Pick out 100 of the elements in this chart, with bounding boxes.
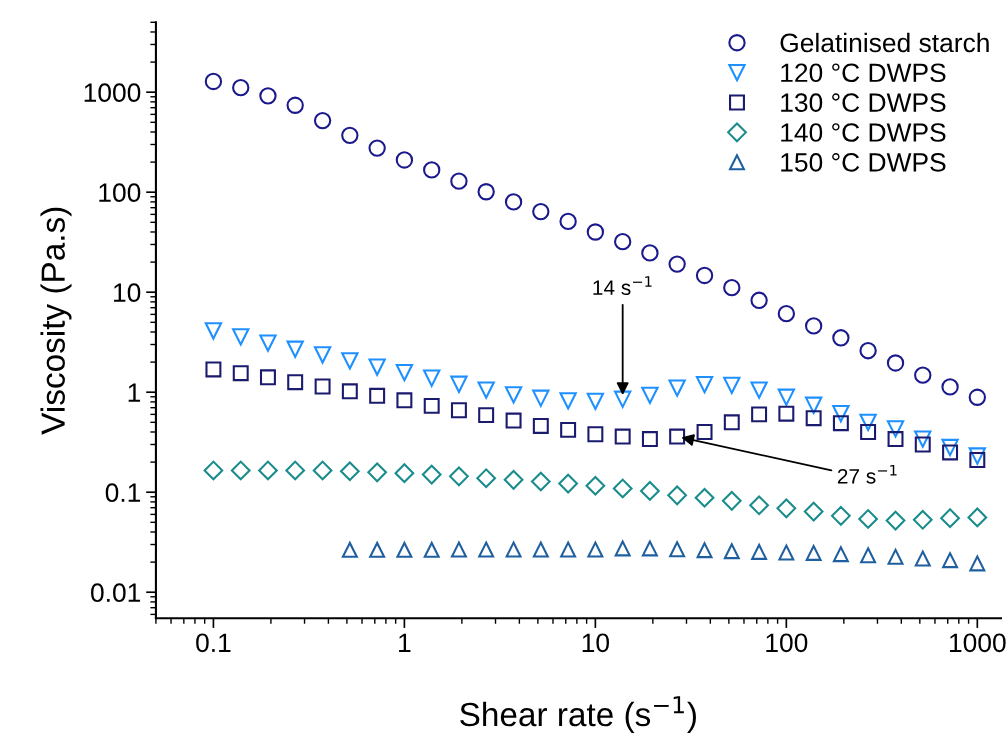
point — [750, 381, 768, 399]
point — [395, 363, 414, 382]
point — [750, 291, 768, 309]
point — [259, 334, 277, 352]
point — [450, 172, 468, 190]
point — [641, 386, 659, 405]
point — [695, 375, 714, 394]
point — [804, 396, 823, 414]
legend-label: 130 °C DWPS — [781, 93, 946, 112]
point — [832, 404, 850, 423]
point — [886, 420, 905, 438]
point — [941, 378, 959, 396]
point — [203, 460, 224, 481]
point — [914, 430, 932, 448]
point — [232, 365, 249, 382]
point — [259, 87, 277, 105]
point — [505, 412, 522, 429]
legend-label: 150 °C DWPS — [781, 153, 946, 172]
point — [942, 444, 959, 461]
point — [532, 202, 550, 221]
point — [669, 428, 686, 445]
point — [313, 346, 332, 364]
point — [478, 541, 495, 558]
point — [778, 405, 795, 422]
point — [914, 436, 931, 453]
point — [367, 462, 388, 483]
point — [587, 426, 604, 443]
x-tick-label: 100 — [766, 633, 808, 653]
annotation: 14 s$^{−1}$ — [593, 276, 652, 295]
point — [314, 378, 331, 395]
point — [859, 413, 877, 431]
point — [450, 402, 467, 419]
point — [450, 541, 467, 558]
point — [721, 490, 742, 511]
point — [612, 478, 633, 499]
point — [805, 544, 822, 561]
y-tick-label: 100 — [99, 183, 141, 203]
point — [368, 139, 386, 157]
legend-label: 120 °C DWPS — [781, 63, 946, 83]
x-axis-title: Shear rate (s$^{−1}$) — [460, 696, 696, 733]
point — [914, 366, 932, 384]
point — [230, 460, 251, 481]
point — [640, 481, 660, 501]
point — [423, 397, 440, 414]
point — [586, 223, 605, 241]
point — [341, 126, 359, 145]
point — [641, 431, 658, 448]
point — [886, 354, 905, 372]
point — [286, 340, 304, 358]
x-tick-label: 0.1 — [196, 633, 231, 653]
point — [341, 352, 359, 370]
point — [667, 485, 688, 506]
point — [614, 540, 631, 557]
point — [614, 428, 631, 445]
y-axis-title: Viscosity (Pa.s) — [40, 207, 72, 435]
point — [312, 460, 333, 481]
y-tick-label: 1000 — [84, 83, 141, 103]
point — [504, 386, 523, 404]
point — [503, 469, 524, 490]
point — [669, 541, 686, 558]
point — [969, 555, 986, 572]
point — [559, 212, 577, 231]
point — [942, 552, 959, 569]
point — [885, 510, 906, 531]
y-tick-label: 10 — [114, 283, 141, 303]
x-tick-label: 1000 — [949, 633, 1006, 653]
point — [396, 392, 413, 409]
point — [858, 509, 878, 529]
point — [832, 546, 849, 563]
point — [887, 431, 904, 448]
annotation: 27 s$^{−1}$ — [837, 464, 897, 484]
point — [695, 266, 714, 285]
point — [421, 464, 442, 485]
point — [778, 544, 795, 561]
point — [532, 389, 550, 407]
point — [777, 388, 796, 406]
point — [341, 383, 358, 400]
point — [832, 415, 849, 432]
point — [530, 471, 551, 492]
point — [313, 111, 332, 130]
point — [751, 406, 768, 423]
point — [805, 410, 822, 427]
point — [587, 541, 604, 558]
point — [723, 278, 741, 297]
point — [887, 548, 904, 565]
point — [804, 317, 823, 335]
point — [477, 381, 495, 399]
point — [941, 438, 959, 457]
point — [914, 550, 931, 567]
point — [860, 424, 877, 440]
point — [286, 96, 304, 114]
point — [668, 255, 686, 273]
point — [339, 461, 360, 482]
point — [504, 193, 523, 211]
point — [860, 547, 877, 564]
point — [369, 541, 386, 558]
point — [696, 542, 713, 559]
point — [641, 244, 659, 262]
point — [776, 498, 797, 519]
y-tick-label: 1 — [128, 383, 141, 402]
